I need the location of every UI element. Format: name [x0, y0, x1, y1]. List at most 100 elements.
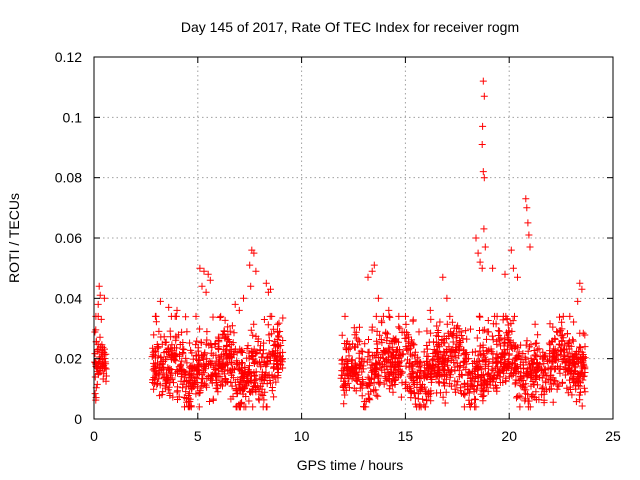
data-point [193, 367, 201, 375]
data-point [552, 377, 560, 385]
data-point [270, 393, 278, 401]
data-point [549, 398, 557, 406]
data-point [382, 357, 390, 365]
data-point [478, 264, 486, 272]
data-point [206, 375, 214, 383]
data-point [553, 385, 561, 393]
data-point [279, 364, 287, 372]
data-point [246, 261, 254, 269]
data-point [526, 243, 534, 251]
data-point [349, 340, 357, 348]
data-point [428, 376, 436, 383]
data-point [441, 371, 448, 378]
data-point [479, 388, 487, 396]
data-point [251, 372, 259, 380]
data-point [489, 336, 497, 344]
data-point [430, 346, 438, 353]
data-point [214, 388, 222, 396]
data-point [435, 341, 442, 349]
data-point [338, 331, 346, 339]
data-point [479, 122, 487, 130]
data-point [478, 381, 486, 389]
data-point [423, 373, 430, 381]
data-point [270, 349, 278, 357]
data-point [466, 403, 474, 411]
data-point [511, 312, 518, 320]
data-point [171, 344, 178, 352]
data-point [471, 395, 479, 403]
data-point [476, 312, 483, 320]
data-point [155, 327, 163, 335]
data-point [240, 294, 247, 302]
data-point [372, 370, 380, 378]
data-point [540, 360, 548, 368]
data-point [533, 364, 541, 372]
data-point [365, 380, 373, 388]
data-point [541, 352, 548, 360]
data-point [169, 393, 177, 401]
data-point [156, 297, 164, 305]
data-point [515, 351, 523, 359]
data-point [470, 367, 478, 375]
data-point [227, 352, 235, 360]
data-point [448, 331, 456, 339]
data-point [563, 330, 571, 338]
data-point [561, 359, 569, 367]
data-point [361, 340, 369, 348]
data-point [442, 355, 450, 363]
data-point [497, 334, 505, 342]
data-point [536, 353, 544, 361]
data-point [480, 392, 488, 400]
data-point [166, 389, 174, 397]
data-point [94, 371, 102, 379]
data-point [152, 318, 160, 326]
data-point [218, 359, 226, 367]
data-point [502, 362, 510, 370]
data-point [430, 366, 438, 374]
data-point [511, 380, 519, 388]
data-point [217, 312, 225, 320]
data-point [480, 225, 488, 233]
data-point [213, 379, 220, 386]
data-point [420, 370, 428, 378]
data-point [564, 389, 572, 397]
data-point [162, 356, 169, 364]
data-point [406, 360, 414, 367]
data-point [496, 366, 504, 374]
data-point [497, 353, 505, 361]
data-point [500, 340, 508, 348]
data-point [581, 363, 589, 371]
data-point [525, 361, 533, 369]
data-point [373, 345, 381, 352]
data-point [340, 377, 348, 385]
data-point [481, 361, 489, 369]
data-point [528, 392, 536, 400]
data-point [365, 395, 373, 403]
data-point [264, 372, 272, 380]
data-point [352, 369, 360, 377]
data-point [411, 358, 419, 365]
data-point [155, 375, 163, 383]
data-point [416, 401, 424, 409]
data-point [182, 313, 190, 321]
data-point [558, 337, 566, 345]
data-point [524, 365, 532, 373]
data-point [492, 375, 500, 383]
data-point [161, 339, 169, 346]
data-point [473, 334, 481, 342]
data-point [274, 320, 282, 328]
data-point [426, 306, 434, 314]
data-point [220, 355, 228, 363]
data-point [367, 388, 375, 396]
data-point [374, 392, 382, 400]
data-point [543, 356, 551, 364]
data-point [401, 334, 409, 342]
data-point [186, 395, 194, 403]
data-point [568, 391, 576, 399]
data-point [427, 315, 435, 323]
data-point [385, 385, 393, 393]
data-point [150, 331, 158, 339]
data-point [340, 400, 348, 408]
data-point [467, 325, 474, 333]
data-point [196, 389, 204, 397]
